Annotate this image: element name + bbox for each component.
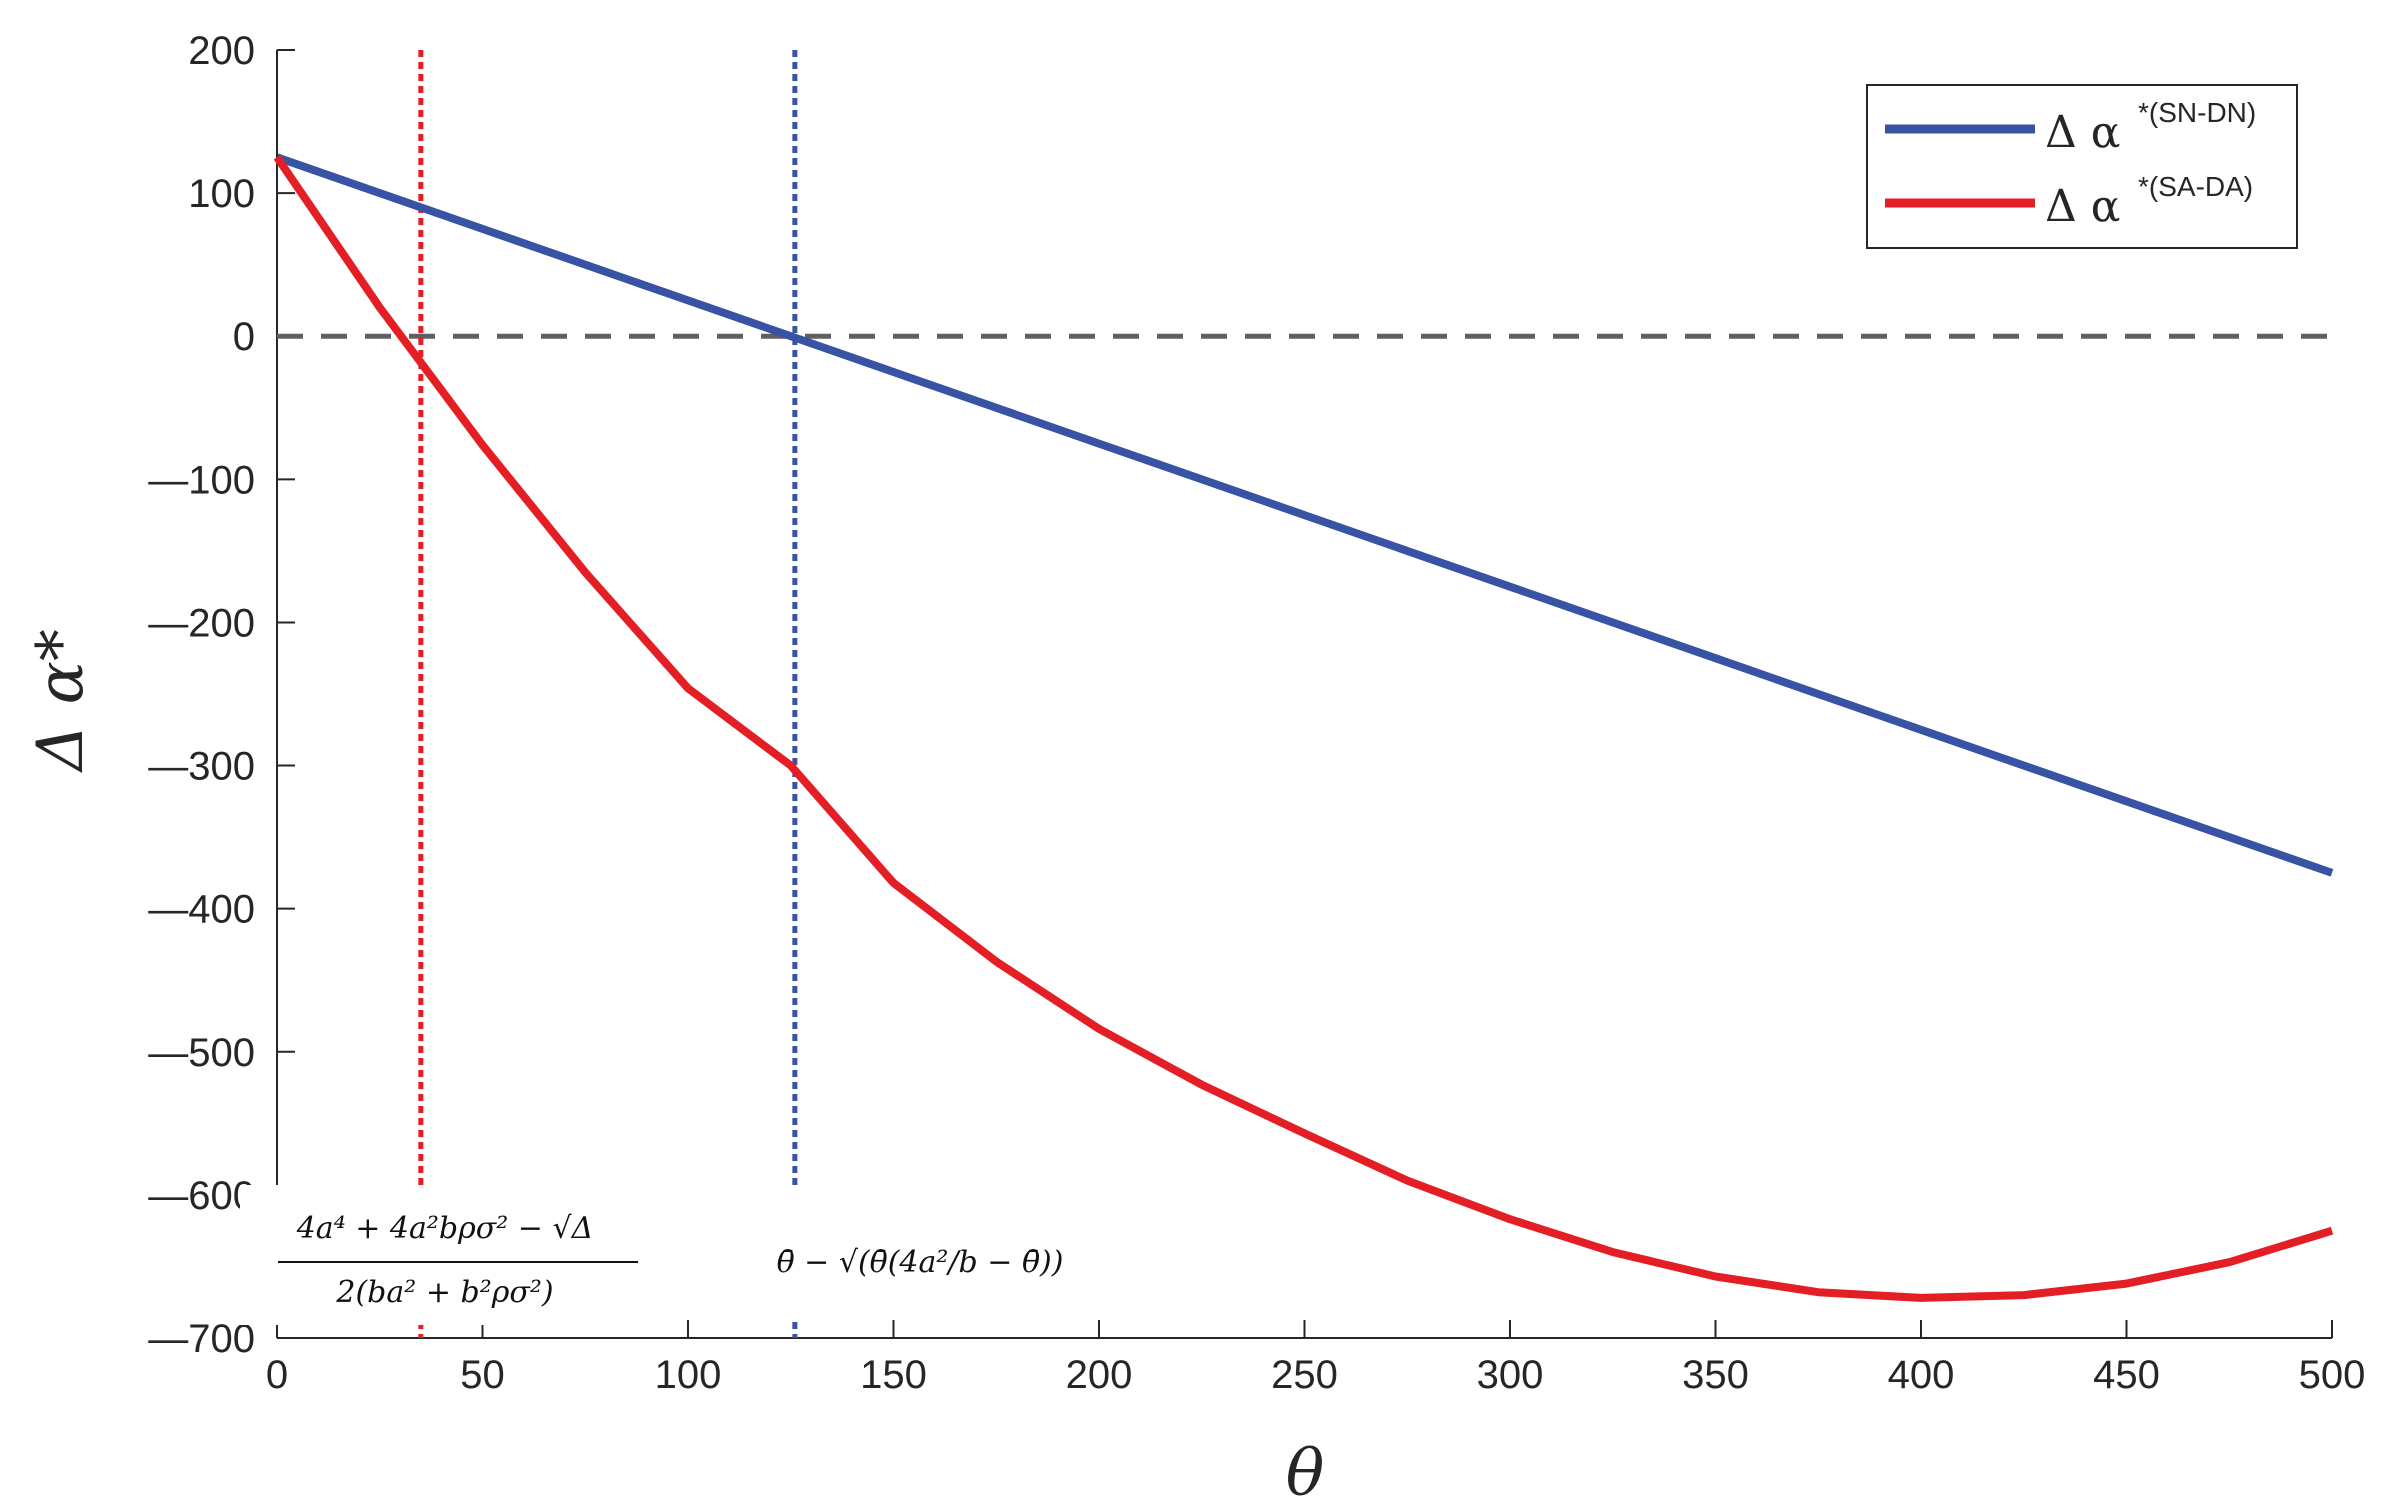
reference-lines	[277, 50, 2332, 1338]
x-tick-label: 500	[2299, 1353, 2366, 1397]
series-line-1	[273, 155, 2334, 1302]
red-formula-denominator: 2(ba² + b²ρσ²)	[335, 1275, 553, 1310]
y-tick-label: —100	[148, 458, 255, 502]
y-tick-label: —600	[148, 1174, 255, 1218]
x-tick-label: 100	[655, 1353, 722, 1397]
x-tick-label: 250	[1271, 1353, 1338, 1397]
y-tick-label: —400	[148, 888, 255, 932]
y-tick-label: —700	[148, 1317, 255, 1361]
y-tick-label: 100	[188, 172, 255, 216]
y-tick-label: —300	[148, 745, 255, 789]
legend-label-sa-da: Δ α	[2045, 181, 2120, 232]
x-axis-label: θ	[1286, 1437, 1325, 1510]
axis-labels: θ Δ α*	[24, 629, 1324, 1510]
x-tick-label: 200	[1066, 1353, 1133, 1397]
red-formula-numerator: 4a⁴ + 4a²bρσ² − √Δ	[296, 1211, 594, 1246]
x-tick-label: 400	[1888, 1353, 1955, 1397]
x-tick-label: 50	[460, 1353, 505, 1397]
y-axis-label: Δ α*	[24, 629, 98, 774]
red-formula-box	[240, 1185, 650, 1325]
series-group	[273, 153, 2334, 1302]
ticks: 0 50 100 150 200 250 300 350 400 450 500 200 100 0 —10…	[148, 29, 2365, 1397]
x-tick-label: 450	[2093, 1353, 2160, 1397]
legend-label-sn-dn: Δ α	[2045, 107, 2120, 158]
legend-box	[1866, 84, 2298, 249]
x-tick-label: 0	[266, 1353, 288, 1397]
series-line-0	[275, 153, 2334, 877]
legend: Δ α *(SN-DN) Δ α *(SA-DA)	[1866, 84, 2298, 249]
x-tick-label: 150	[860, 1353, 927, 1397]
blue-formula-box	[745, 1190, 1095, 1320]
x-tick-label: 300	[1477, 1353, 1544, 1397]
y-tick-label: 0	[233, 315, 255, 359]
legend-sup-sa-da: *(SA-DA)	[2138, 171, 2253, 202]
y-tick-label: —200	[148, 601, 255, 645]
blue-formula: θ̄ − √(θ̄(4a²/b − θ̄))	[777, 1245, 1064, 1280]
annotations: 4a⁴ + 4a²bρσ² − √Δ 2(ba² + b²ρσ²) θ̄ − √…	[240, 1185, 1095, 1325]
y-tick-label: 200	[188, 29, 255, 73]
legend-sup-sn-dn: *(SN-DN)	[2138, 97, 2256, 128]
y-tick-label: —500	[148, 1031, 255, 1075]
x-tick-label: 350	[1682, 1353, 1749, 1397]
